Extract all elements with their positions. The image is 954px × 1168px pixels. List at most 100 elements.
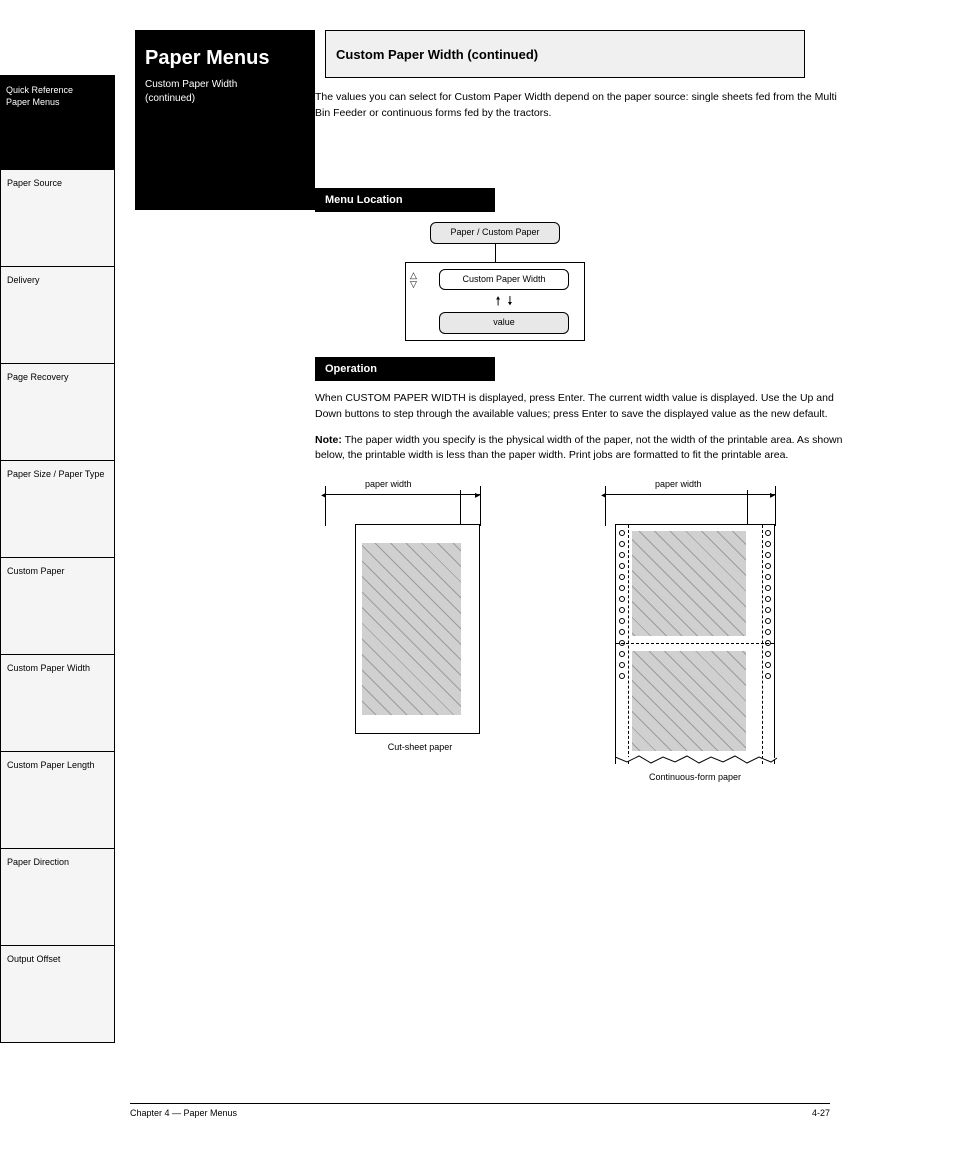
perf-hole-icon [619,651,625,657]
perf-hole-icon [619,618,625,624]
menu-bot-label: value [493,317,515,327]
sidebar-item: Custom Paper [0,558,115,655]
menu-bot-box: value [439,312,569,334]
hatch-pattern [362,543,461,715]
sidebar-item: Custom Paper Length [0,752,115,849]
section-title: Menu Location [325,194,403,206]
sidebar-item: Output Offset [0,946,115,1043]
perf-hole-icon [619,574,625,580]
sidebar-item: Paper Size / Paper Type [0,461,115,558]
sidebar-item: Paper Direction [0,849,115,946]
sidebar-item-label: Page Recovery [7,372,69,382]
perf-hole-icon [765,563,771,569]
menu-connector [495,244,496,262]
footer-right: 4-27 [812,1108,830,1118]
perf-hole-icon [765,552,771,558]
perf-line-icon [628,525,629,764]
print-area-cont-2 [632,651,746,751]
perf-hole-icon [765,541,771,547]
perf-hole-icon [619,596,625,602]
perf-hole-icon [765,662,771,668]
sidebar-item-label: Custom Paper [7,566,65,576]
perf-hole-icon [619,563,625,569]
content-column: The values you can select for Custom Pap… [315,90,845,786]
updown-icon: △▽ [410,271,417,291]
intro-paragraph: The values you can select for Custom Pap… [315,90,845,122]
sidebar-item-label: Custom Paper Width [7,663,90,673]
chapter-title: Paper Menus [145,44,305,72]
page-header-text: Custom Paper Width (continued) [336,47,538,62]
page-footer: Chapter 4 — Paper Menus 4-27 [130,1103,830,1118]
perf-hole-icon [619,662,625,668]
perf-hole-icon [619,585,625,591]
perf-hole-icon [765,596,771,602]
perf-hole-icon [765,585,771,591]
perf-hole-icon [619,607,625,613]
continuous-sheet [615,524,775,764]
sidebar-item-label: Custom Paper Length [7,760,95,770]
menu-top-label: Paper / Custom Paper [450,227,539,237]
dim-line-cont [605,494,775,495]
operation-para1: When CUSTOM PAPER WIDTH is displayed, pr… [315,391,845,423]
perf-strip-right [762,525,774,764]
caption-cont: Continuous-form paper [615,771,775,785]
hatch-pattern [632,651,746,751]
perf-hole-icon [619,552,625,558]
perf-hole-icon [765,530,771,536]
torn-edge-icon [615,753,777,765]
paper-diagrams: ◂ ▸ paper width Cut-sheet paper ◂ ▸ pape… [315,476,845,786]
perf-strip-left [616,525,628,764]
perf-hole-icon [619,673,625,679]
perf-hole-icon [765,651,771,657]
single-sheet [355,524,480,734]
sidebar-item: Delivery [0,267,115,364]
sidebar-subtitle: Paper Menus [6,97,109,109]
print-area-single [362,543,461,715]
sidebar-item-label: Paper Source [7,178,62,188]
menu-mid-box: Custom Paper Width [439,269,569,291]
sidebar-item-label: Output Offset [7,954,60,964]
sidebar-header: Quick Reference Paper Menus [0,75,115,170]
perf-line-icon [762,525,763,764]
menu-mid-label: Custom Paper Width [462,274,545,284]
dim-tick [480,486,481,526]
menu-top-box: Paper / Custom Paper [430,222,560,244]
sidebar-title: Quick Reference [6,85,109,97]
operation-note: Note: The paper width you specify is the… [315,433,845,465]
hatch-pattern [632,531,746,636]
perf-hole-icon [765,618,771,624]
perf-hole-icon [619,541,625,547]
perf-hole-icon [619,629,625,635]
sidebar-item-label: Paper Direction [7,857,69,867]
note-label: Note: [315,434,342,446]
chapter-line2: (continued) [145,92,305,106]
sidebar-item: Custom Paper Width [0,655,115,752]
perf-hole-icon [765,629,771,635]
footer-left: Chapter 4 — Paper Menus [130,1108,237,1118]
page-separator [616,643,774,644]
dim-tick [605,486,606,526]
menu-frame: △▽ Custom Paper Width 🠕 🠗 value [405,262,585,341]
dim-label-cont: paper width [655,478,702,492]
dim-tick [325,486,326,526]
note-text: The paper width you specify is the physi… [315,434,842,462]
dim-line-single [325,494,480,495]
dim-tick-inner [460,490,461,526]
perf-hole-icon [765,574,771,580]
sidebar-item: Page Recovery [0,364,115,461]
section-title: Operation [325,363,377,375]
perf-hole-icon [765,607,771,613]
print-area-cont-1 [632,531,746,636]
perf-hole-icon [619,530,625,536]
chapter-line1: Custom Paper Width [145,78,305,92]
sidebar-item: Paper Source [0,170,115,267]
sidebar: Quick Reference Paper Menus Paper Source… [0,75,115,1043]
sidebar-item-label: Paper Size / Paper Type [7,469,104,479]
chapter-box: Paper Menus Custom Paper Width (continue… [135,30,315,210]
section-menu-location: Menu Location [315,188,495,213]
perf-hole-icon [765,673,771,679]
page-header-box: Custom Paper Width (continued) [325,30,805,78]
arrow-icons: 🠕 🠗 [430,292,578,310]
dim-tick-inner [747,490,748,526]
menu-diagram: Paper / Custom Paper △▽ Custom Paper Wid… [405,222,585,341]
